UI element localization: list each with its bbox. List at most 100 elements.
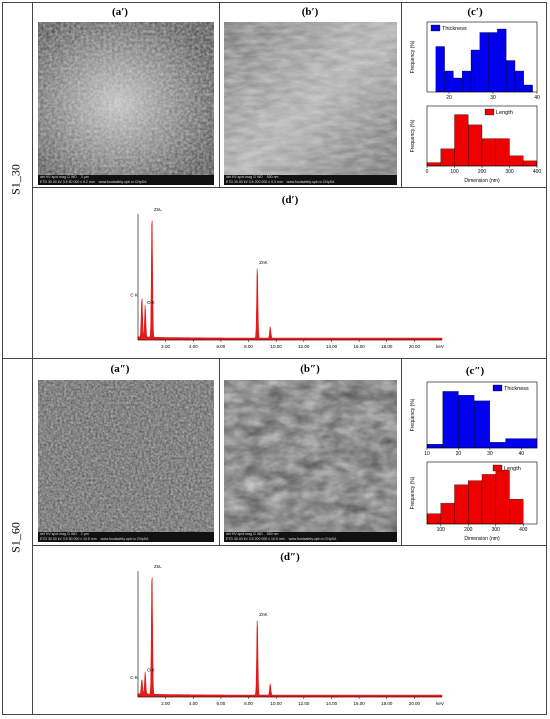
sem-scale: 3 µm <box>80 175 89 179</box>
peak-label: ZnK <box>259 260 267 265</box>
sem-image-b1: det HV spot mag ⊡ WD 500 nm ETD 30.00 kV … <box>224 22 397 185</box>
histogram-bar <box>523 160 538 167</box>
legend-swatch <box>492 384 503 392</box>
x-tick-label: 20.00 <box>409 701 421 706</box>
y-axis-label: Frequency (%) <box>410 119 416 152</box>
histogram-bar <box>426 513 441 525</box>
cell-divider <box>401 358 402 545</box>
peak-label: ZnL <box>154 564 162 569</box>
peak-label: O K <box>147 667 155 672</box>
sem-scale: 500 nm <box>266 532 279 536</box>
histogram-thickness-c1: 20 30 40 Frequency (%) Thickness <box>405 18 543 104</box>
histogram-bar <box>453 77 463 93</box>
sem-site: www.foodsafety.upb.ro CNpSA <box>288 537 337 541</box>
histogram-bar <box>426 162 441 167</box>
sem-settings: ETD 30.00 kV 3.5 50 000 x 10.5 mm <box>40 537 97 541</box>
peak-label: ZnK <box>259 612 267 617</box>
panel-label-b2: (b″) <box>300 363 320 375</box>
spectrum-trace <box>137 577 443 698</box>
x-tick-label: 12.00 <box>298 344 310 349</box>
plot-frame <box>426 21 538 93</box>
x-tick-label: 2.00 <box>161 344 170 349</box>
x-axis-label: Dimension (nm) <box>464 178 500 184</box>
x-tick-label: 14.00 <box>326 701 338 706</box>
sem-info-bar: det HV spot mag ⊡ WD 500 nm ETD 30.00 kV … <box>224 175 397 185</box>
chart-svg: 2.00 4.00 6.00 8.00 10.00 12.00 14.00 16.00 18.0… <box>130 564 444 706</box>
histogram-bar <box>505 438 522 449</box>
sem-site: www.foodsafety.upb.ro CNpSA <box>286 180 335 184</box>
histogram-bar <box>514 70 524 93</box>
x-tick-label: 0 <box>426 169 429 175</box>
legend-label: Length <box>496 110 513 116</box>
x-tick-label: 30 <box>490 95 496 101</box>
cell-divider-top <box>32 187 547 188</box>
peak-label: C K <box>130 293 138 298</box>
peak-label: O K <box>147 300 155 305</box>
sem-info-bar: det HV spot mag ⊡ WD 2 µm ETD 30.00 kV 3.… <box>38 532 214 542</box>
y-axis-label: Frequency (%) <box>410 40 416 73</box>
histogram-bar <box>509 155 524 167</box>
y-axis-label: Frequency (%) <box>410 398 416 431</box>
x-unit-label: keV <box>436 701 444 706</box>
chart-svg: 100 200 300 400 Frequency (%) Dimension (nm) L… <box>410 461 538 542</box>
x-tick-label: 10.00 <box>271 344 283 349</box>
spectrum-trace <box>137 220 443 341</box>
panel-label-d1: (d′) <box>281 194 299 206</box>
x-tick-label: 30 <box>487 451 493 457</box>
sem-site: www.foodsafety.upb.ro CNpSA <box>98 180 147 184</box>
x-tick-label: 8.00 <box>244 344 253 349</box>
histogram-bar <box>470 49 480 93</box>
histogram-bar <box>489 442 506 449</box>
x-tick-label: 18.00 <box>381 701 393 706</box>
x-tick-label: 10.00 <box>271 701 283 706</box>
x-tick-label: 2.00 <box>161 701 170 706</box>
sem-params: det HV spot mag ⊡ WD <box>226 532 263 536</box>
x-tick-label: 4.00 <box>189 344 198 349</box>
legend-label: Thickness <box>442 26 467 32</box>
histogram-bar <box>495 138 510 167</box>
histogram-bar <box>454 484 469 525</box>
sem-image-a2: det HV spot mag ⊡ WD 2 µm ETD 30.00 kV 3.… <box>38 380 214 542</box>
panel-label-c2: (c″) <box>465 365 485 377</box>
x-tick-label: 200 <box>464 527 473 533</box>
histogram-bar <box>458 395 475 449</box>
sem-settings: ETD 30.00 kV 3.5 50 000 x 9.2 mm <box>40 180 95 184</box>
x-tick-label: 16.00 <box>353 701 365 706</box>
sem-scale: 2 µm <box>80 532 89 536</box>
histogram-bar <box>488 32 498 93</box>
histogram-bar <box>435 46 445 93</box>
x-tick-label: 8.00 <box>244 701 253 706</box>
cell-divider <box>219 358 220 545</box>
row-label-s1-30: S1_30 <box>8 164 23 195</box>
histogram-bar <box>468 124 483 167</box>
x-tick-label: 100 <box>450 169 459 175</box>
sem-image-b2: det HV spot mag ⊡ WD 500 nm ETD 30.00 kV … <box>224 380 397 542</box>
sem-scale: 500 nm <box>266 175 279 179</box>
x-tick-label: 40 <box>534 95 540 101</box>
histogram-bar <box>523 84 533 93</box>
x-tick-label: 100 <box>437 527 446 533</box>
peak-label: C K <box>130 675 138 680</box>
histogram-thickness-c2: 10 20 30 40 Frequency (%) Thickness <box>405 378 543 460</box>
histogram-bar <box>444 70 454 93</box>
eds-spectrum-d1: 2.00 4.00 6.00 8.00 10.00 12.00 14.00 16.00 18.0… <box>120 206 450 354</box>
x-tick-label: 6.00 <box>217 344 226 349</box>
x-tick-label: 4.00 <box>189 701 198 706</box>
histogram-bar <box>440 503 455 525</box>
x-tick-label: 12.00 <box>298 701 310 706</box>
x-tick-label: 10 <box>424 451 430 457</box>
x-tick-label: 18.00 <box>381 344 393 349</box>
panel-label-d2: (d″) <box>280 551 300 563</box>
plot-frame <box>426 461 538 525</box>
chart-svg: 20 30 40 Frequency (%) Thickness <box>410 21 540 101</box>
sem-site: www.foodsafety.upb.ro CNpSA <box>100 537 149 541</box>
histogram-bar <box>454 114 469 167</box>
x-axis-label: Dimension (nm) <box>464 536 500 542</box>
sem-settings: ETD 30.00 kV 3.5 200 000 x 10.5 mm <box>226 537 285 541</box>
x-tick-label: 300 <box>505 169 514 175</box>
panel-label-c1: (c′) <box>467 6 483 18</box>
cell-divider-bottom <box>32 545 547 546</box>
sem-settings: ETD 30.00 kV 3.5 200 000 x 9.3 mm <box>226 180 283 184</box>
legend-label: Thickness <box>504 386 529 392</box>
legend-swatch <box>492 464 503 472</box>
